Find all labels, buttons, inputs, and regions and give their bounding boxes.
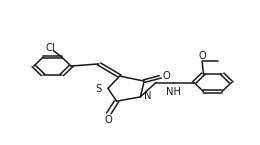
Text: S: S bbox=[95, 84, 102, 94]
Text: O: O bbox=[198, 51, 206, 61]
Text: N: N bbox=[145, 91, 152, 101]
Text: NH: NH bbox=[166, 87, 181, 97]
Text: O: O bbox=[105, 115, 113, 125]
Text: O: O bbox=[162, 71, 170, 81]
Text: Cl: Cl bbox=[46, 43, 55, 53]
